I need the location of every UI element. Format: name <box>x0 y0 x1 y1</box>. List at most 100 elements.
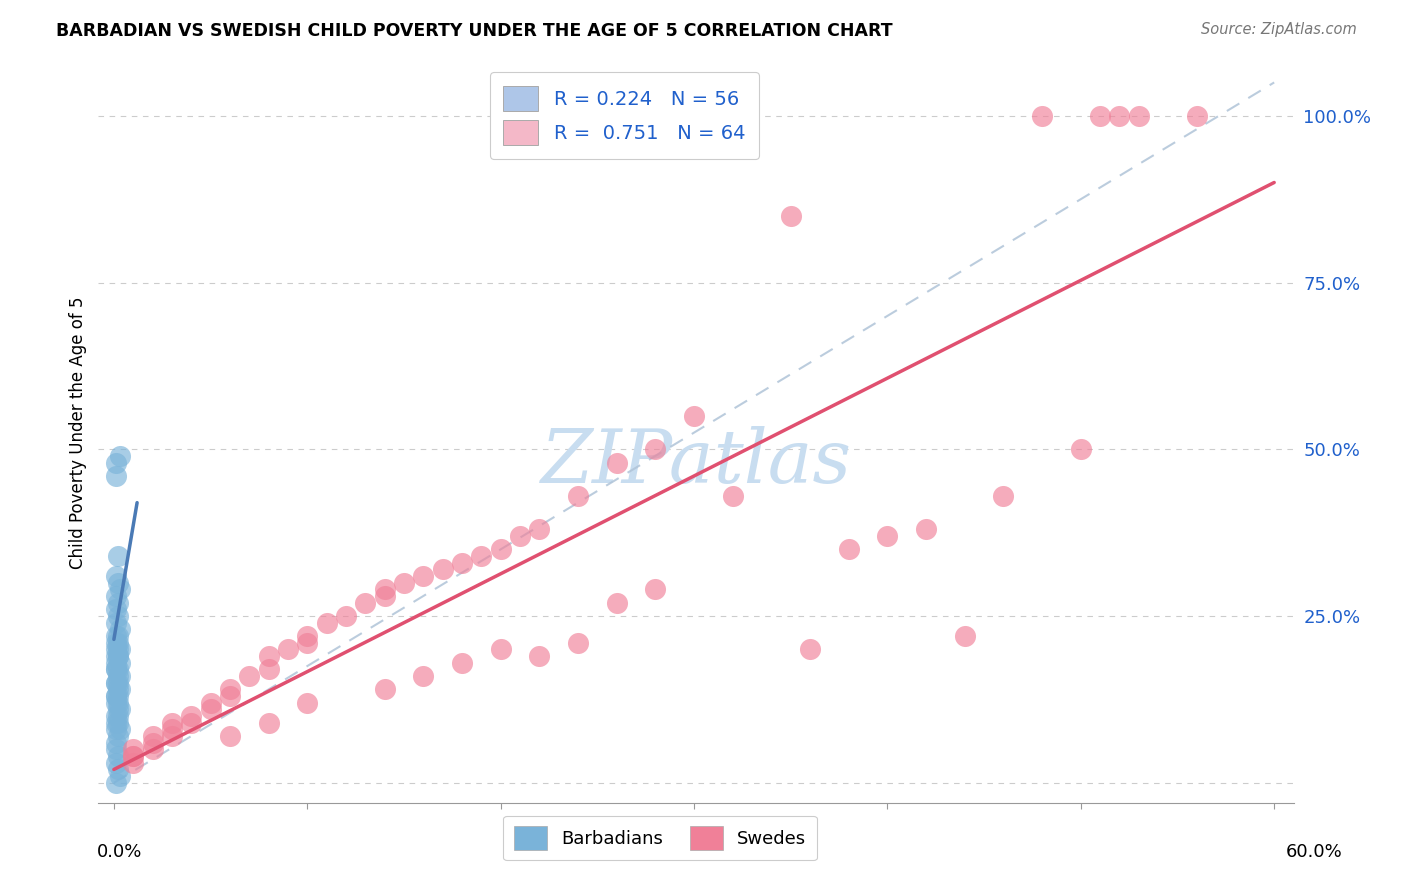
Point <box>108 769 131 783</box>
Point <box>104 662 127 676</box>
Point <box>107 549 129 563</box>
Point <box>683 409 706 423</box>
Point <box>104 689 127 703</box>
Point <box>219 682 242 697</box>
Legend: Barbadians, Swedes: Barbadians, Swedes <box>503 815 817 861</box>
Point <box>104 569 127 583</box>
Point <box>108 723 131 737</box>
Point <box>108 669 131 683</box>
Point <box>104 776 127 790</box>
Point <box>606 596 628 610</box>
Point <box>107 763 129 777</box>
Point <box>200 696 222 710</box>
Point <box>567 636 589 650</box>
Point <box>108 682 131 697</box>
Text: ZIPatlas: ZIPatlas <box>540 426 852 499</box>
Point <box>104 589 127 603</box>
Text: 60.0%: 60.0% <box>1286 843 1343 861</box>
Point <box>374 682 396 697</box>
Point <box>104 736 127 750</box>
Point <box>104 756 127 770</box>
Point <box>219 689 242 703</box>
Point <box>412 669 434 683</box>
Point <box>644 442 666 457</box>
Point <box>122 749 145 764</box>
Point <box>297 636 319 650</box>
Point <box>180 715 202 730</box>
Point <box>779 209 801 223</box>
Point <box>108 582 131 597</box>
Point <box>104 469 127 483</box>
Point <box>107 575 129 590</box>
Point <box>297 696 319 710</box>
Text: 0.0%: 0.0% <box>97 843 142 861</box>
Point <box>107 675 129 690</box>
Point <box>108 623 131 637</box>
Point <box>354 596 377 610</box>
Point <box>529 648 551 663</box>
Y-axis label: Child Poverty Under the Age of 5: Child Poverty Under the Age of 5 <box>69 296 87 569</box>
Point <box>107 669 129 683</box>
Point <box>876 529 898 543</box>
Text: BARBADIAN VS SWEDISH CHILD POVERTY UNDER THE AGE OF 5 CORRELATION CHART: BARBADIAN VS SWEDISH CHILD POVERTY UNDER… <box>56 22 893 40</box>
Point <box>122 742 145 756</box>
Point <box>104 636 127 650</box>
Point <box>1128 109 1150 123</box>
Point <box>257 715 280 730</box>
Point <box>567 489 589 503</box>
Point <box>277 642 299 657</box>
Point <box>257 662 280 676</box>
Point <box>838 542 860 557</box>
Point <box>122 756 145 770</box>
Point <box>104 456 127 470</box>
Point <box>799 642 821 657</box>
Point <box>335 609 357 624</box>
Point <box>107 609 129 624</box>
Point <box>915 522 938 536</box>
Point <box>107 682 129 697</box>
Point <box>107 729 129 743</box>
Point <box>257 648 280 663</box>
Point <box>297 629 319 643</box>
Point <box>142 729 165 743</box>
Point <box>107 636 129 650</box>
Point <box>107 702 129 716</box>
Point <box>606 456 628 470</box>
Point <box>238 669 260 683</box>
Text: Source: ZipAtlas.com: Source: ZipAtlas.com <box>1201 22 1357 37</box>
Point <box>104 662 127 676</box>
Point <box>1070 442 1092 457</box>
Point <box>122 749 145 764</box>
Point <box>104 696 127 710</box>
Point <box>374 589 396 603</box>
Point <box>489 542 512 557</box>
Point <box>104 615 127 630</box>
Point <box>993 489 1015 503</box>
Point <box>107 648 129 663</box>
Point <box>142 742 165 756</box>
Point <box>107 709 129 723</box>
Point <box>315 615 337 630</box>
Point <box>104 656 127 670</box>
Point <box>160 715 183 730</box>
Point <box>104 723 127 737</box>
Point <box>160 729 183 743</box>
Point <box>104 715 127 730</box>
Point <box>108 702 131 716</box>
Point <box>374 582 396 597</box>
Point <box>108 642 131 657</box>
Point <box>104 675 127 690</box>
Point <box>470 549 492 563</box>
Point <box>219 729 242 743</box>
Point <box>107 696 129 710</box>
Point <box>509 529 531 543</box>
Point <box>1031 109 1053 123</box>
Point <box>392 575 415 590</box>
Point <box>108 656 131 670</box>
Point <box>107 629 129 643</box>
Point <box>107 648 129 663</box>
Point <box>489 642 512 657</box>
Point <box>1088 109 1111 123</box>
Point <box>1108 109 1130 123</box>
Point <box>104 648 127 663</box>
